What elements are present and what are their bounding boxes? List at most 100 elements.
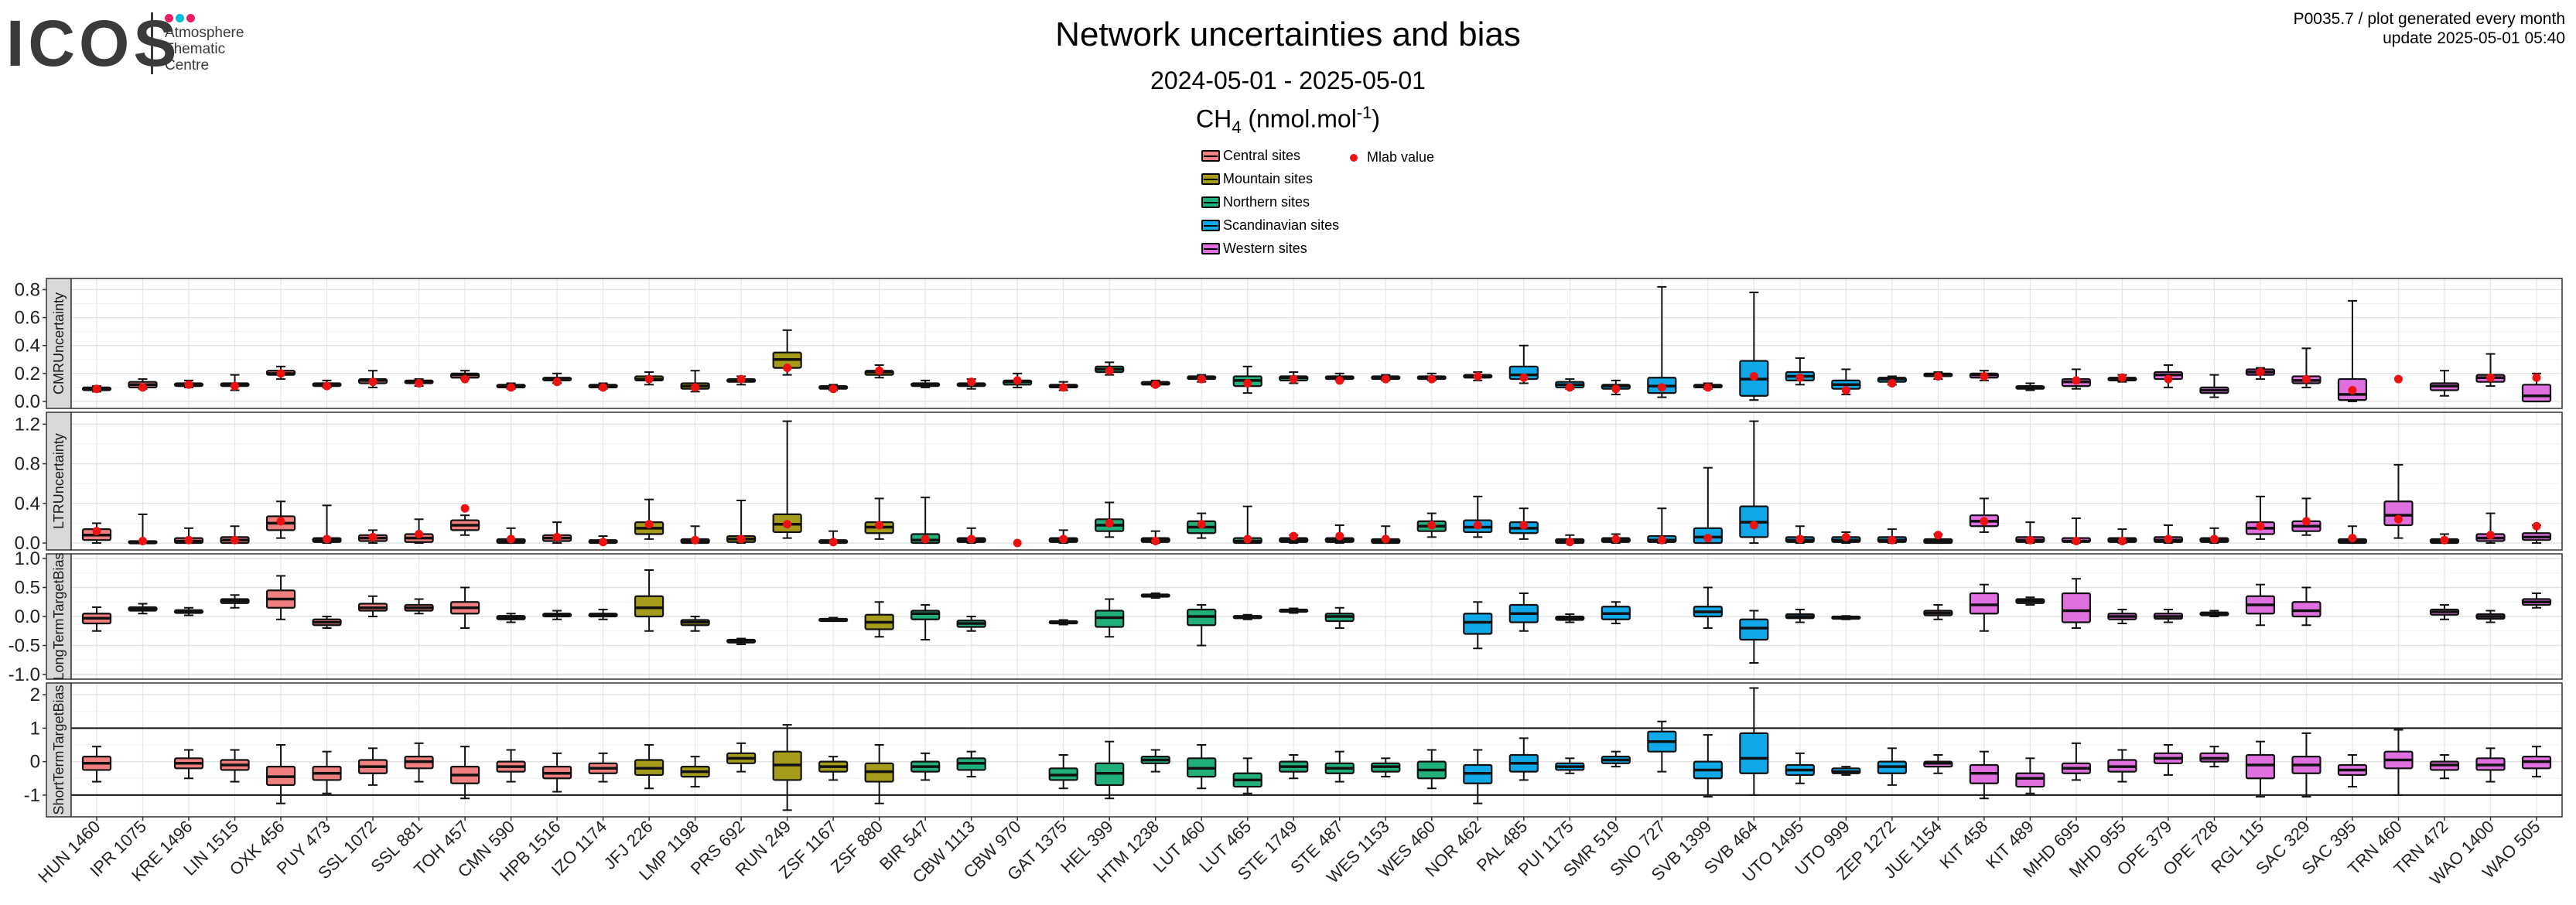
y-tick-label: -1 [24,785,40,806]
x-tick-label: KIT 458 [1936,817,1992,873]
box-pui-1175 [1555,613,1585,623]
box-zsf-1167 [818,616,849,623]
mlab-point [1703,383,1713,392]
generation-note: P0035.7 / plot generated every month upd… [2294,9,2565,48]
mlab-point [1841,532,1850,541]
legend-swatch [1201,149,1220,162]
logo-subtitle-line: Atmosphere [165,25,244,41]
mlab-point [1841,386,1850,395]
box-lut-460 [1187,744,1217,790]
box-svb-1399 [1693,734,1723,798]
logo-subtitle-line: Thematic [165,41,226,57]
mlab-point [736,374,746,384]
box-bir-547 [910,752,941,781]
unit-suffix: ) [1372,104,1381,133]
panel-border [70,412,2563,551]
mlab-point [875,366,884,375]
y-tick-label: 0.8 [15,279,40,300]
box-body [910,610,941,620]
y-tick-label: 1 [30,718,40,739]
legend-label: Western sites [1223,240,1307,256]
box-oxk-456 [265,744,296,804]
box-wao-1400 [2475,747,2506,783]
mlab-point [1519,373,1529,382]
box-svb-464 [1739,610,1769,664]
box-wao-505 [2521,593,2552,609]
mlab-point [783,520,792,529]
box-mhd-695 [2061,578,2092,629]
box-body [1969,592,1999,615]
box-cbw-970 [1003,372,1033,388]
box-hel-399 [1095,598,1125,638]
mlab-point [828,384,838,394]
mlab-point [1105,366,1114,375]
legend-item-northern: Northern sites [1201,193,1310,210]
mlab-point [2348,534,2357,543]
box-kit-489 [2015,382,2045,391]
mlab-point [1013,376,1022,385]
box-oxk-456 [265,575,296,620]
mlab-point [2117,536,2127,545]
mlab-point [828,538,838,547]
legend-item-mlab: Mlab value [1350,149,1434,166]
mlab-point [552,532,562,541]
box-body [2521,384,2552,403]
box-smr-519 [1601,601,1631,624]
box-izo-1174 [588,752,618,783]
box-hpb-1516 [542,610,572,620]
box-lut-465 [1232,757,1262,794]
box-body [634,595,664,618]
box-uto-1495 [1785,609,1815,623]
mlab-point [1151,536,1160,545]
y-tick-label: 0 [30,752,40,773]
mlab-point [1611,534,1621,544]
note-line-update: update 2025-05-01 05:40 [2383,29,2565,47]
box-hpb-1516 [542,752,572,793]
box-zsf-1167 [818,756,849,781]
mlab-point [231,381,240,391]
mlab-point [1105,518,1114,528]
box-gat-1375 [1048,529,1078,545]
y-tick-label: 0.0 [15,606,40,627]
mlab-point [2393,514,2403,524]
box-trn-472 [2429,604,2460,620]
mlab-point [323,534,332,544]
mlab-point [1933,371,1942,381]
box-toh-457 [449,586,480,629]
box-svb-464 [1739,687,1769,796]
mlab-point [2256,367,2265,377]
mlab-point [691,535,700,545]
box-pal-485 [1508,737,1539,781]
box-ssl-881 [404,598,434,615]
mlab-point [644,374,654,384]
mlab-point [1473,371,1482,381]
box-hun-1460 [81,606,112,632]
mlab-point [507,534,516,544]
mlab-point [1243,534,1252,544]
chart-title: Network uncertainties and bias [1055,15,1521,53]
box-body [2245,753,2276,780]
box-toh-457 [449,746,480,800]
species-unit: CH4 (nmol.mol-1) [0,103,2576,138]
mlab-point [1427,521,1437,530]
panel-strip [46,412,72,551]
legend-label: Northern sites [1223,193,1310,210]
mlab-point [92,384,101,394]
box-body [1739,618,1769,641]
mlab-point [368,532,378,541]
box-wes-1153 [1371,757,1401,778]
legend-swatch [1201,196,1220,208]
mlab-point [599,383,608,392]
logo-dot [165,14,173,22]
mlab-point [231,535,240,545]
box-ste-1749 [1279,607,1309,614]
box-jfj-226 [634,744,664,790]
mlab-point [552,377,562,387]
y-tick-label: 0.0 [15,391,40,412]
box-htm-1238 [1140,593,1170,599]
box-ste-1749 [1279,753,1309,780]
mlab-point [1427,374,1437,384]
box-prs-692 [726,637,757,645]
box-cmn-590 [496,749,526,783]
